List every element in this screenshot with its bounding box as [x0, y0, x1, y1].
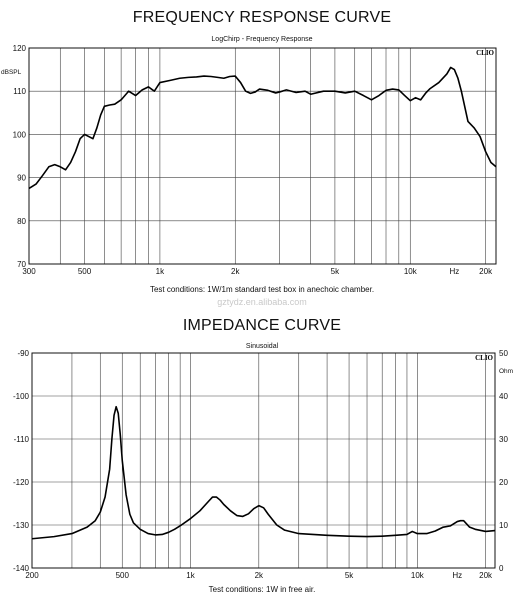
- x-tick-label: 1k: [186, 571, 195, 580]
- y-tick-label-left: -130: [13, 521, 30, 530]
- plot-frame: [31, 352, 496, 569]
- y-tick-label-left: -110: [14, 435, 30, 444]
- x-tick-label: 20k: [479, 267, 493, 276]
- x-tick-label: 10k: [411, 571, 425, 580]
- y-tick-label-left: -90: [17, 349, 29, 358]
- y-tick-label-right: 30: [499, 435, 508, 444]
- x-tick-label: 300: [22, 267, 36, 276]
- clio-brand-label: CLIO: [476, 49, 494, 57]
- grid-lines: [29, 47, 496, 265]
- frequency-response-subtitle: LogChirp - Frequency Response: [211, 36, 313, 43]
- series-line: [31, 405, 496, 540]
- frequency-response-caption: Test conditions: 1W/1m standard test box…: [149, 285, 375, 294]
- y-tick-label: 100: [13, 130, 27, 139]
- y-tick-label-left: -120: [13, 478, 30, 487]
- y-tick-label-left: -100: [13, 392, 30, 401]
- x-tick-label: 2k: [231, 267, 240, 276]
- plot-frame: [28, 47, 497, 265]
- x-tick-label: 20k: [479, 571, 493, 580]
- x-tick-label: 10k: [404, 267, 418, 276]
- y-tick-label: 110: [13, 87, 26, 96]
- x-tick-label: 2k: [255, 571, 264, 580]
- y-tick-label-right: 10: [499, 521, 508, 530]
- x-tick-label: Hz: [452, 571, 462, 580]
- impedance-title: IMPEDANCE CURVE: [182, 317, 342, 334]
- y-tick-label: 80: [17, 217, 26, 226]
- frequency-response-title: FREQUENCY RESPONSE CURVE: [132, 9, 392, 26]
- x-tick-label: 200: [25, 571, 39, 580]
- y-tick-label-left: -140: [13, 564, 30, 573]
- x-tick-label: Hz: [449, 267, 459, 276]
- grid-lines: [32, 352, 495, 569]
- y-tick-label-right: 0: [499, 564, 504, 573]
- y-tick-label: 120: [13, 44, 27, 53]
- watermark-text: gztydz.en.alibaba.com: [217, 297, 307, 307]
- y-tick-label-right: 40: [499, 392, 508, 401]
- x-tick-label: 5k: [345, 571, 354, 580]
- y-tick-label-right: 20: [499, 478, 508, 487]
- impedance-chart: 200 500 1k 2k 5k 10k Hz 20k-90-100-110-120-130-…: [13, 349, 513, 580]
- impedance-caption: Test conditions: 1W in free air.: [208, 585, 316, 594]
- x-tick-label: 1k: [156, 267, 165, 276]
- x-tick-label: 5k: [331, 267, 340, 276]
- clio-brand-label: CLIO: [475, 354, 493, 362]
- impedance-subtitle: Sinusoidal: [245, 343, 279, 350]
- y-axis-label: dBSPL: [1, 69, 22, 76]
- y2-axis-label: Ohm: [499, 368, 513, 375]
- y-tick-label-right: 50: [499, 349, 508, 358]
- frequency-response-chart: 300 500 1k 2k 5k 10k Hz 20k 120 110 100 90 80 70 dBSPL…: [1, 44, 497, 276]
- x-tick-label: 500: [78, 267, 92, 276]
- x-tick-label: 500: [116, 571, 130, 580]
- series-line: [28, 66, 497, 190]
- y-tick-label: 70: [17, 260, 26, 269]
- y-tick-label: 90: [17, 174, 26, 183]
